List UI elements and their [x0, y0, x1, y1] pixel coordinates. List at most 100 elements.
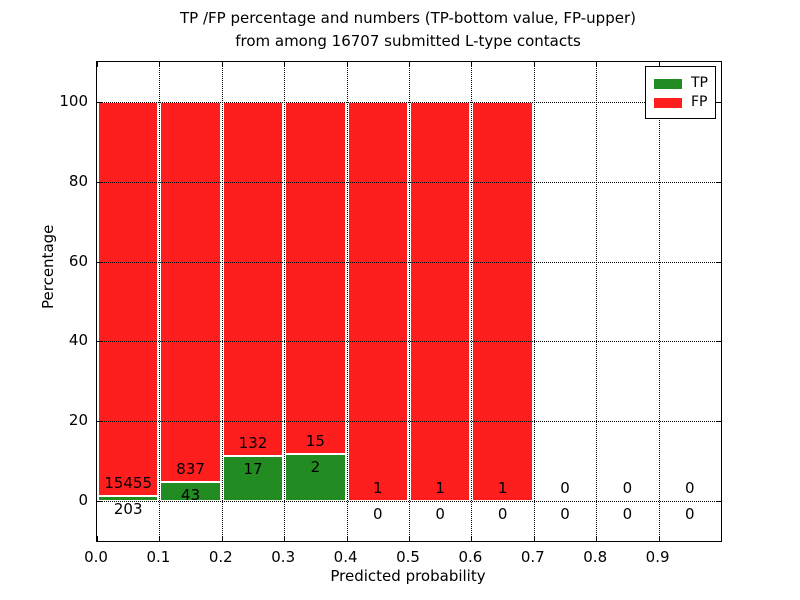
- fp-count-label: 1: [435, 479, 445, 498]
- x-tick-mark: [409, 536, 410, 541]
- x-tick-mark: [721, 62, 722, 67]
- x-tick-label: 0.6: [458, 548, 483, 566]
- fp-count-label: 132: [238, 433, 268, 452]
- fp-count-label: 0: [622, 479, 633, 498]
- x-tick-mark: [221, 62, 223, 67]
- tp-count-label: 17: [243, 459, 263, 478]
- x-tick-mark: [159, 536, 161, 541]
- bar-segment-fp: [347, 101, 408, 502]
- gridline-vertical: [533, 62, 535, 541]
- tp-count-label: 43: [181, 485, 201, 504]
- tp-count-label: 0: [435, 505, 445, 524]
- bar-segment-tp: [160, 481, 221, 502]
- y-tick-mark: [97, 421, 102, 423]
- x-tick-label: 0.7: [520, 548, 545, 566]
- y-tick-mark: [716, 181, 721, 183]
- y-tick-mark: [716, 421, 721, 423]
- legend-label-tp: TP: [691, 75, 708, 91]
- bar-segment-fp: [285, 101, 346, 455]
- bar-segment-tp: [222, 455, 284, 502]
- y-tick-label: 0: [78, 491, 88, 510]
- bar-segment-fp: [160, 101, 221, 482]
- legend: TP FP: [645, 66, 716, 119]
- y-tick-mark: [97, 341, 102, 343]
- legend-label-fp: FP: [691, 94, 708, 110]
- gridline-vertical: [471, 62, 473, 541]
- x-axis-label: Predicted probability: [330, 567, 486, 585]
- x-tick-mark: [596, 62, 598, 67]
- x-tick-mark: [346, 536, 348, 541]
- fp-count-label: 1: [497, 479, 508, 498]
- bar-segment-fp: [222, 101, 284, 456]
- chart-title-line2: from among 16707 submitted L-type contac…: [235, 32, 581, 50]
- y-tick-mark: [97, 181, 102, 183]
- bar-segment-fp: [472, 101, 533, 502]
- x-tick-mark: [97, 62, 98, 67]
- tp-count-label: 0: [497, 505, 508, 524]
- y-tick-mark: [97, 101, 102, 103]
- y-tick-label: 60: [68, 251, 88, 270]
- legend-item-tp: TP: [654, 75, 708, 92]
- x-tick-label: 0.5: [396, 548, 420, 566]
- x-tick-label: 0.9: [645, 548, 670, 566]
- chart-title: TP /FP percentage and numbers (TP-bottom…: [96, 7, 720, 53]
- x-tick-mark: [533, 536, 535, 541]
- gridline-vertical: [596, 62, 598, 541]
- x-tick-mark: [471, 62, 473, 67]
- y-tick-mark: [716, 341, 721, 343]
- x-tick-mark: [658, 536, 660, 541]
- x-tick-label: 0.2: [208, 548, 233, 566]
- x-tick-mark: [658, 62, 660, 67]
- y-tick-label: 20: [68, 411, 88, 430]
- x-tick-mark: [346, 62, 348, 67]
- chart-title-line1: TP /FP percentage and numbers (TP-bottom…: [180, 9, 636, 27]
- fp-count-label: 0: [560, 479, 570, 498]
- tp-color-swatch-icon: [654, 78, 682, 89]
- x-tick-mark: [284, 62, 286, 67]
- tp-count-label: 0: [622, 505, 633, 524]
- y-tick-label: 80: [68, 171, 88, 190]
- fp-count-label: 15: [305, 432, 325, 451]
- gridline-vertical: [409, 62, 410, 541]
- y-tick-mark: [716, 501, 721, 503]
- bar-segment-fp: [410, 101, 471, 502]
- y-tick-mark: [97, 261, 102, 263]
- x-tick-label: 0.3: [271, 548, 296, 566]
- x-tick-label: 0.4: [333, 548, 358, 566]
- x-tick-label: 0.8: [583, 548, 608, 566]
- bar-segment-tp: [98, 495, 159, 502]
- x-tick-label: 0.1: [146, 548, 171, 566]
- x-tick-mark: [284, 536, 286, 541]
- y-tick-mark: [97, 501, 102, 503]
- y-tick-label: 40: [68, 331, 88, 350]
- bar-segment-fp: [98, 101, 159, 496]
- x-tick-mark: [409, 62, 410, 67]
- tp-count-label: 2: [310, 458, 321, 477]
- y-tick-mark: [716, 101, 721, 103]
- x-tick-mark: [533, 62, 535, 67]
- x-tick-mark: [159, 62, 161, 67]
- fp-count-label: 0: [685, 479, 695, 498]
- tp-count-label: 0: [560, 505, 570, 524]
- fp-count-label: 1: [373, 479, 383, 498]
- x-tick-mark: [596, 536, 598, 541]
- gridline-vertical: [221, 62, 223, 541]
- fp-count-label: 837: [176, 459, 205, 478]
- plot-area: 15455 203 837 43 132 17 15 2 1 0 1 0 1 0 0 0 0 0 0 0: [96, 61, 722, 542]
- y-axis-label: Percentage: [39, 224, 57, 309]
- gridline-vertical: [159, 62, 161, 541]
- bar-segment-tp: [285, 454, 346, 502]
- fp-color-swatch-icon: [654, 97, 682, 108]
- tp-count-label: 0: [685, 505, 695, 524]
- tp-count-label: 203: [113, 499, 143, 518]
- gridline-vertical: [658, 62, 660, 541]
- x-tick-mark: [221, 536, 223, 541]
- tp-count-label: 0: [373, 505, 383, 524]
- gridline-vertical: [346, 62, 348, 541]
- x-tick-label: 0.0: [84, 548, 108, 566]
- y-tick-mark: [716, 261, 721, 263]
- fp-count-label: 15455: [104, 473, 153, 492]
- x-tick-mark: [97, 536, 98, 541]
- legend-item-fp: FP: [654, 94, 708, 111]
